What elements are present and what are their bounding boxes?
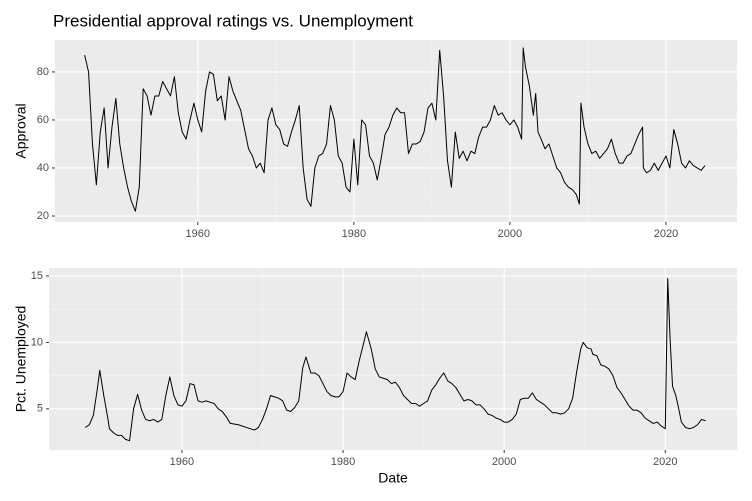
y-tick-label: 20 bbox=[37, 210, 49, 222]
x-tick-label: 1980 bbox=[331, 456, 355, 468]
x-tick-label: 2020 bbox=[653, 456, 677, 468]
chart-title: Presidential approval ratings vs. Unempl… bbox=[53, 11, 413, 30]
y-tick-label: 80 bbox=[37, 66, 49, 78]
y-tick-label: 10 bbox=[31, 336, 43, 348]
x-tick-label: 1960 bbox=[186, 228, 210, 240]
x-tick-label: 1960 bbox=[170, 456, 194, 468]
y-tick-label: 40 bbox=[37, 162, 49, 174]
x-tick-label: 1980 bbox=[342, 228, 366, 240]
y-axis-title: Approval bbox=[13, 103, 29, 158]
plot-panel bbox=[49, 268, 737, 450]
y-tick-label: 60 bbox=[37, 114, 49, 126]
y-tick-label: 5 bbox=[37, 403, 43, 415]
x-tick-label: 2020 bbox=[654, 228, 678, 240]
data-line bbox=[84, 278, 706, 442]
y-tick-label: 15 bbox=[31, 270, 43, 282]
plot-panel bbox=[55, 40, 737, 222]
x-tick-label: 2000 bbox=[492, 456, 516, 468]
x-axis-title: Date bbox=[378, 470, 408, 486]
y-axis-title: Pct. Unemployed bbox=[13, 306, 29, 413]
data-line bbox=[84, 47, 706, 212]
x-tick-label: 2000 bbox=[498, 228, 522, 240]
